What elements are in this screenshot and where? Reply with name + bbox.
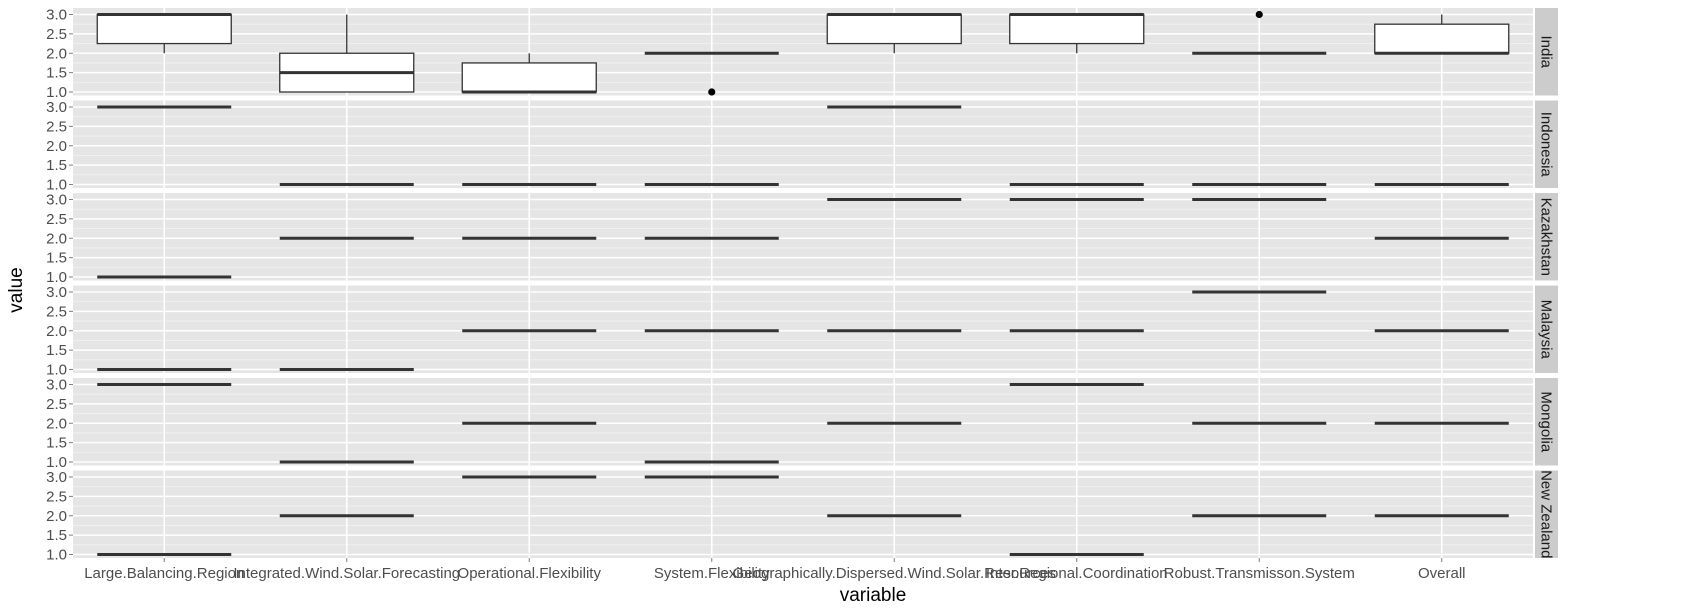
- y-tick-label: 1.5: [46, 250, 67, 267]
- facet-strip: [1535, 193, 1558, 281]
- y-tick-label: 2.5: [46, 118, 67, 135]
- y-tick-label: 3.0: [46, 377, 67, 394]
- facet-panel: 1.0 1.5 2.0 2.5 3.0 Indonesia: [46, 99, 1558, 194]
- box-body: [826, 13, 962, 45]
- facet-strip-label: Indonesia: [1538, 112, 1555, 178]
- x-tick-label: Inter.Regional.Coordination: [986, 565, 1168, 582]
- facet-strip-label: Kazakhstan: [1538, 198, 1555, 276]
- facet-strip-label: New Zealand: [1538, 470, 1555, 558]
- y-tick-label: 3.0: [46, 469, 67, 486]
- x-tick-label: Large.Balancing.Region: [84, 565, 244, 582]
- box-body: [461, 62, 597, 93]
- y-tick-label: 2.5: [46, 26, 67, 43]
- y-tick-label: 1.5: [46, 157, 67, 174]
- y-tick-label: 1.5: [46, 342, 67, 359]
- facet-panel: 1.0 1.5 2.0 2.5 3.0 Mongolia: [46, 377, 1558, 471]
- box-outlier: [1255, 10, 1263, 19]
- x-axis-title: variable: [840, 585, 907, 606]
- panels-layer: 1.0 1.5 2.0 2.5 3.0 India 1.0 1.5 2.0 2.5 3.0 Indon…: [46, 7, 1558, 564]
- x-tick-label: Integrated.Wind.Solar.Forecasting: [233, 565, 460, 582]
- y-tick-label: 1.0: [46, 362, 67, 379]
- x-tick-label: Robust.Transmisson.System: [1164, 565, 1355, 582]
- y-tick-label: 2.0: [46, 138, 67, 155]
- y-axis-title: value: [6, 267, 27, 312]
- facet-strip-label: Malaysia: [1538, 300, 1555, 360]
- facet-strip: [1535, 378, 1558, 466]
- box-body: [1009, 13, 1145, 45]
- facet-strip: [1535, 470, 1558, 558]
- y-tick-label: 2.0: [46, 230, 67, 247]
- panel-background: [73, 100, 1533, 188]
- x-axis: Large.Balancing.RegionIntegrated.Wind.So…: [84, 558, 1466, 582]
- facet-strip-label: Mongolia: [1538, 391, 1555, 453]
- y-tick-label: 2.0: [46, 508, 67, 525]
- facet-panel: 1.0 1.5 2.0 2.5 3.0 Kazakhstan: [46, 192, 1558, 286]
- y-tick-label: 2.5: [46, 488, 67, 505]
- y-tick-label: 1.0: [46, 177, 67, 194]
- facet-strip: [1535, 100, 1558, 188]
- y-tick-label: 2.5: [46, 396, 67, 413]
- x-tick-label: Overall: [1418, 565, 1466, 582]
- y-tick-label: 2.0: [46, 45, 67, 62]
- y-tick-label: 3.0: [46, 7, 67, 24]
- box-body: [1374, 23, 1510, 54]
- y-tick-label: 3.0: [46, 99, 67, 116]
- y-tick-label: 1.5: [46, 527, 67, 544]
- panel-background: [73, 285, 1533, 373]
- facet-strip-label: India: [1538, 35, 1555, 68]
- y-tick-label: 1.0: [46, 84, 67, 101]
- y-tick-label: 1.5: [46, 65, 67, 82]
- y-tick-label: 2.0: [46, 323, 67, 340]
- y-tick-label: 3.0: [46, 284, 67, 301]
- y-tick-label: 3.0: [46, 192, 67, 209]
- box-outlier: [708, 88, 716, 96]
- y-tick-label: 2.5: [46, 303, 67, 320]
- y-tick-label: 1.0: [46, 454, 67, 471]
- x-tick-label: System.Flexibility: [654, 565, 770, 582]
- facet-panel: 1.0 1.5 2.0 2.5 3.0 India: [46, 7, 1558, 101]
- facet-strip: [1535, 285, 1558, 373]
- x-tick-label: Operational.Flexibility: [458, 565, 602, 582]
- facet-strip: [1535, 8, 1558, 96]
- y-tick-label: 1.0: [46, 269, 67, 286]
- y-tick-label: 1.5: [46, 435, 67, 452]
- y-tick-label: 2.5: [46, 211, 67, 228]
- box-body: [96, 13, 232, 45]
- x-tick-label: Geographically.Dispersed.Wind.Solar.Reso…: [733, 565, 1056, 582]
- facet-panel: 1.0 1.5 2.0 2.5 3.0 New Zealand: [46, 469, 1558, 564]
- y-tick-label: 1.0: [46, 547, 67, 564]
- y-tick-label: 2.0: [46, 415, 67, 432]
- facet-panel: 1.0 1.5 2.0 2.5 3.0 Malaysia: [46, 284, 1558, 379]
